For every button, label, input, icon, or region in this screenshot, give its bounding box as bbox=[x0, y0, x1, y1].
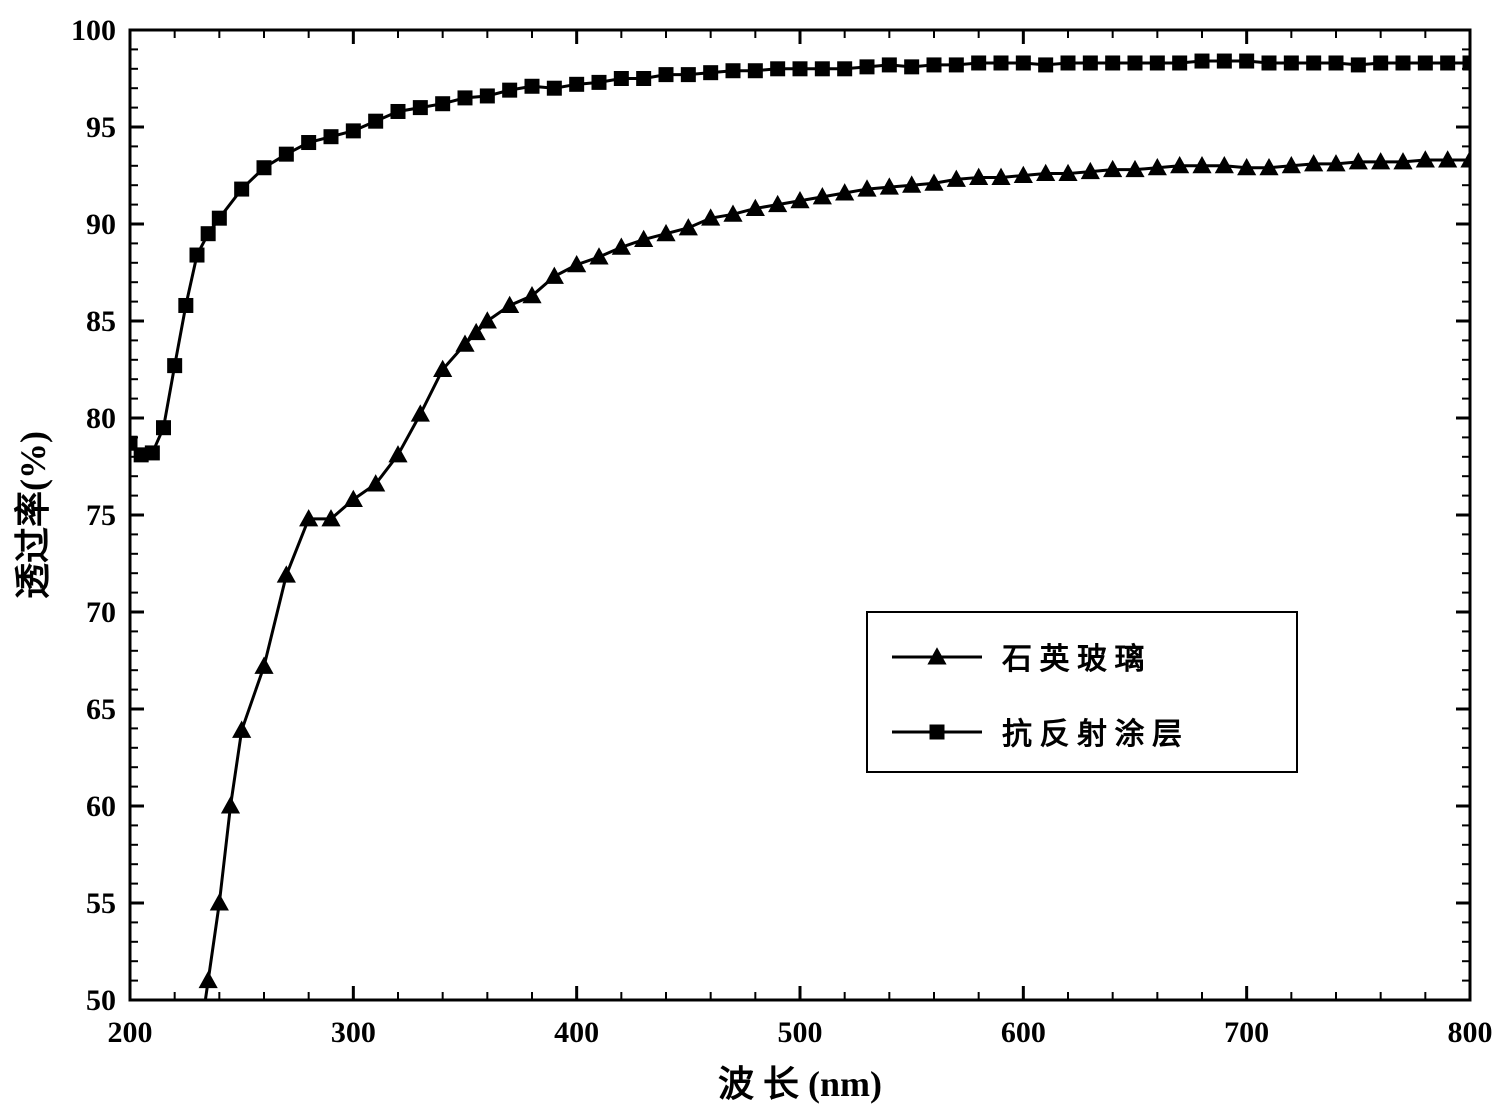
x-tick-label: 400 bbox=[554, 1016, 599, 1049]
y-tick-label: 65 bbox=[86, 693, 116, 726]
y-tick-label: 95 bbox=[86, 111, 116, 144]
y-tick-label: 75 bbox=[86, 499, 116, 532]
transmittance-chart: 200 300 400 500 600 700 800 50 55 60 65 70 75 80 85 90 9… bbox=[0, 0, 1504, 1112]
y-tick-label: 90 bbox=[86, 208, 116, 241]
y-tick-label: 70 bbox=[86, 596, 116, 629]
y-tick-label: 85 bbox=[86, 305, 116, 338]
legend-label: 石 英 玻 璃 bbox=[1001, 642, 1145, 676]
x-tick-label: 600 bbox=[1001, 1016, 1046, 1049]
y-tick-label: 60 bbox=[86, 790, 116, 823]
x-tick-label: 200 bbox=[108, 1016, 153, 1049]
legend-label: 抗 反 射 涂 层 bbox=[1002, 717, 1182, 751]
y-tick-label: 50 bbox=[86, 984, 116, 1017]
x-tick-label: 300 bbox=[331, 1016, 376, 1049]
y-tick-label: 100 bbox=[71, 14, 116, 47]
x-tick-label: 800 bbox=[1448, 1016, 1493, 1049]
y-axis-label: 透过率(%) bbox=[13, 431, 53, 599]
x-axis-label: 波 长 (nm) bbox=[718, 1064, 882, 1104]
y-tick-label: 80 bbox=[86, 402, 116, 435]
x-tick-label: 500 bbox=[778, 1016, 823, 1049]
x-tick-label: 700 bbox=[1224, 1016, 1269, 1049]
chart-container: 200 300 400 500 600 700 800 50 55 60 65 70 75 80 85 90 9… bbox=[0, 0, 1504, 1112]
legend: 石 英 玻 璃抗 反 射 涂 层 bbox=[867, 612, 1297, 772]
y-tick-label: 55 bbox=[86, 887, 116, 920]
